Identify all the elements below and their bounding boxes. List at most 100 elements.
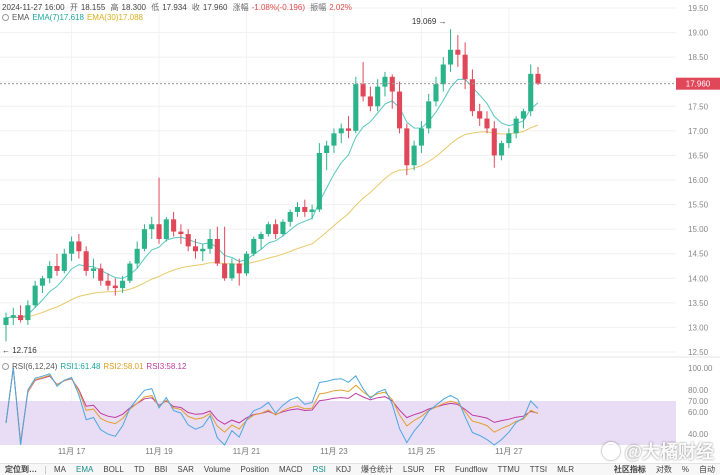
rsi2-line [5,367,539,444]
candle [499,140,505,161]
candle-body [535,73,541,84]
toolbar-auto[interactable]: 自动 [699,465,715,474]
candle-body [324,145,330,153]
toolbar-fundflow[interactable]: Fundflow [455,465,488,474]
toolbar-ema[interactable]: EMA [76,465,94,474]
candle-body [178,231,184,235]
toolbar-position[interactable]: Position [240,465,269,474]
toolbar-percent[interactable]: % [681,465,689,474]
candle [3,312,9,342]
candle-body [411,145,417,166]
toolbar-bbi[interactable]: BBI [154,465,168,474]
watermark-logo-icon [602,442,621,460]
candle-body [506,133,512,144]
candle [484,111,490,134]
candle [469,69,475,117]
ema-legend: EMA EMA(7)17.618 EMA(30)17.088 [2,13,143,22]
toolbar-volume[interactable]: Volume [203,465,231,474]
candle [353,76,359,134]
toolbar-liquidation[interactable]: 爆仓统计 [361,465,394,474]
low-marker-label: ← 12.716 [2,346,37,355]
candle [324,140,330,171]
candle-body [484,118,490,129]
candle-body [10,315,16,318]
candle [163,216,169,242]
candle [54,253,60,276]
candle [440,57,446,92]
candle [287,209,293,227]
candle-body [404,128,410,166]
toolbar-boll[interactable]: BOLL [103,465,124,474]
candle [338,123,344,144]
candle-body [520,111,526,119]
price-tick-label: 15.50 [688,201,709,210]
candle [83,246,89,276]
toolbar-ma[interactable]: MA [54,465,66,474]
ema-label: EMA [12,13,30,22]
candle-body [105,280,111,286]
change-value: -1.08%(-0.196) [251,3,305,12]
chart-canvas[interactable]: 19.5019.0018.5018.0017.5017.0016.5016.00… [0,0,720,463]
toolbar-ttsi[interactable]: TTSI [529,465,548,474]
candle-body [54,266,60,271]
candle [171,211,177,237]
candle [18,305,24,323]
indicator-settings-icon[interactable] [2,14,9,21]
toolbar-fr[interactable]: FR [434,465,446,474]
toolbar-community[interactable]: 社区指标 [613,465,646,474]
candle-body [396,91,403,129]
candle [112,278,118,296]
candle-body [3,317,9,325]
candle [280,219,286,237]
candle-body [513,118,519,134]
price-tick-label: 17.00 [688,127,709,136]
candle [506,128,512,149]
candle [76,234,82,259]
ema7-line [5,78,539,319]
candle [345,116,352,139]
toolbar-td[interactable]: TD [133,465,145,474]
candle-body [171,219,177,232]
candle [229,258,235,281]
candle [134,241,140,269]
candle-body [294,207,301,212]
ema30-line [5,124,539,319]
candle [236,258,242,286]
candle-body [222,263,228,279]
toolbar-ttmu[interactable]: TTMU [497,465,520,474]
candle-body [192,246,199,252]
candle [222,226,228,281]
toolbar-mlr[interactable]: MLR [557,465,574,474]
toolbar-lsur[interactable]: LSUR [403,465,425,474]
rsi2-value: RSI2:58.01 [103,362,144,371]
candle [178,224,184,244]
rsi-settings-icon[interactable] [2,363,9,370]
price-tick-label: 14.00 [688,274,709,283]
rsi1-value: RSI1:61.48 [60,362,101,371]
rsi3-value: RSI3:58.12 [146,362,187,371]
candle-body [360,84,366,97]
candle [360,62,366,102]
price-tick-label: 12.50 [688,348,709,357]
toolbar-kdj[interactable]: KDJ [335,465,352,474]
toolbar-locate[interactable]: 定位到… [5,465,37,474]
toolbar-rsi[interactable]: RSI [312,465,326,474]
candle [302,199,308,217]
candle [90,258,97,279]
candle-body [469,79,475,112]
candle [39,275,45,294]
toolbar-log[interactable]: 对数 [655,465,672,474]
candle-body [345,128,352,131]
candle-body [528,73,534,112]
toolbar-macd[interactable]: MACD [279,465,303,474]
candle-body [200,248,206,252]
high-value: 18.300 [121,3,146,12]
watermark: @大橘财经 [602,438,714,464]
candle-body [229,263,235,279]
candle [156,177,162,244]
candle-body [134,248,140,264]
close-value: 17.960 [202,3,228,12]
toolbar-sar[interactable]: SAR [177,465,194,474]
candle [375,79,381,112]
candle [316,143,322,212]
